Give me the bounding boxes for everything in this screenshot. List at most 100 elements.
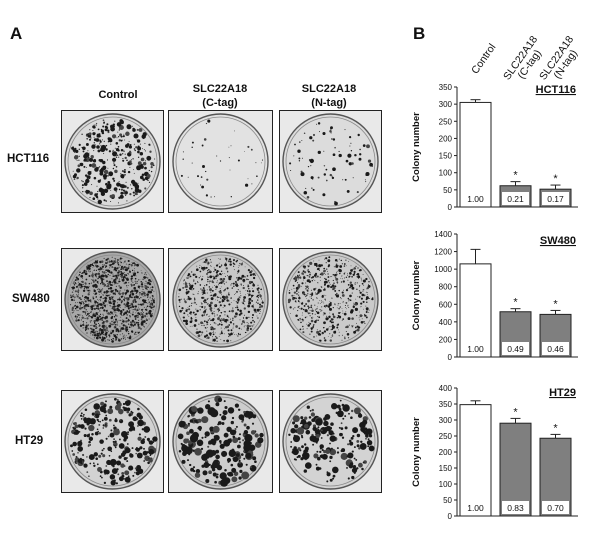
colony-dot [134,149,136,152]
colony-dot [95,284,97,285]
colony-dot [194,319,198,322]
colony-dot [91,332,93,334]
colony-dot [138,303,140,306]
colony-dot [91,163,97,168]
colony-dot [183,298,185,300]
colony-dot [341,334,344,336]
colony-dot [368,434,373,438]
colony-dot [87,171,92,175]
colony-dot [128,140,130,143]
colony-dot [80,314,82,316]
colony-dot [249,464,257,472]
colony-dot [99,288,101,291]
colony-dot [197,175,199,178]
colony-dot [332,279,334,282]
colony-dot [342,318,345,320]
colony-dot [339,303,341,305]
colony-dot [230,332,233,335]
colony-dot [212,333,215,336]
colony-dot [96,185,98,187]
colony-dot [128,331,129,333]
colony-dot [349,272,352,275]
colony-dot [342,301,344,303]
colony-dot [101,337,104,339]
colony-dot [144,283,146,285]
colony-dot [363,284,365,286]
colony-dot [227,329,230,332]
colony-dot [311,187,313,189]
colony-dot [112,337,114,340]
colony-dot [240,284,242,286]
colony-dot [224,263,228,267]
colony-dot [371,297,374,301]
colony-dot [88,454,95,461]
colony-dot [79,162,84,167]
colony-dot [237,408,241,412]
colony-dot [238,461,241,464]
colony-dot [197,427,200,430]
colony-dot [113,315,116,318]
colony-dot [98,277,100,279]
colony-dot [102,125,105,128]
colony-dot [119,264,121,266]
colony-dot [75,149,79,153]
colony-dot [307,270,310,273]
colony-dot [107,183,112,188]
colony-dot [88,132,92,136]
colony-dot [74,422,77,425]
colony-dot [94,273,97,276]
colony-dot [86,311,88,313]
colony-dot [73,155,79,160]
colony-dot [91,274,94,277]
colony-dot [294,296,296,298]
colony-dot [133,429,136,431]
colony-dot [216,280,218,282]
colony-dot [125,304,127,306]
colony-dot [255,275,257,277]
colony-dot [89,462,92,465]
colony-dot [197,407,204,414]
colony-dot [252,325,254,327]
colony-dot [184,281,187,283]
colony-dot [350,269,353,272]
colony-dot [132,311,134,313]
colony-dot [96,428,99,431]
colony-dot [102,335,104,338]
colony-dot [88,156,90,159]
colony-dot [77,289,80,292]
colony-dot [232,262,234,263]
colony-dot [220,286,222,288]
colony-dot [236,276,238,279]
colony-dot [89,320,91,322]
plate-image [62,391,163,492]
colony-dot [297,283,301,286]
colony-dot [133,169,135,171]
colony-dot [362,290,364,292]
colony-dot [76,291,78,293]
colony-dot [119,194,124,199]
colony-dot [72,426,75,429]
colony-dot [310,319,314,323]
colony-dot [291,294,294,297]
colony-dot [237,289,239,291]
colony-dot [137,332,140,334]
colony-dot [99,271,100,273]
colony-dot [307,311,309,313]
colony-dot [110,339,113,341]
colony-dot [117,306,119,308]
colony-dot [106,294,109,297]
colony-dot [140,280,143,283]
colony-dot [88,303,90,305]
colony-dot [133,284,136,286]
colony-dot [328,430,334,436]
colony-dot [310,327,313,330]
colony-dot [124,153,126,155]
colony-dot [140,321,144,325]
colony-dot [323,165,326,167]
colony-dot [206,327,208,328]
colony-dot [93,313,95,314]
colony-dot [114,440,117,443]
colony-dot [111,296,114,299]
colony-dot [112,319,114,321]
y-tick-label: 400 [439,384,453,393]
